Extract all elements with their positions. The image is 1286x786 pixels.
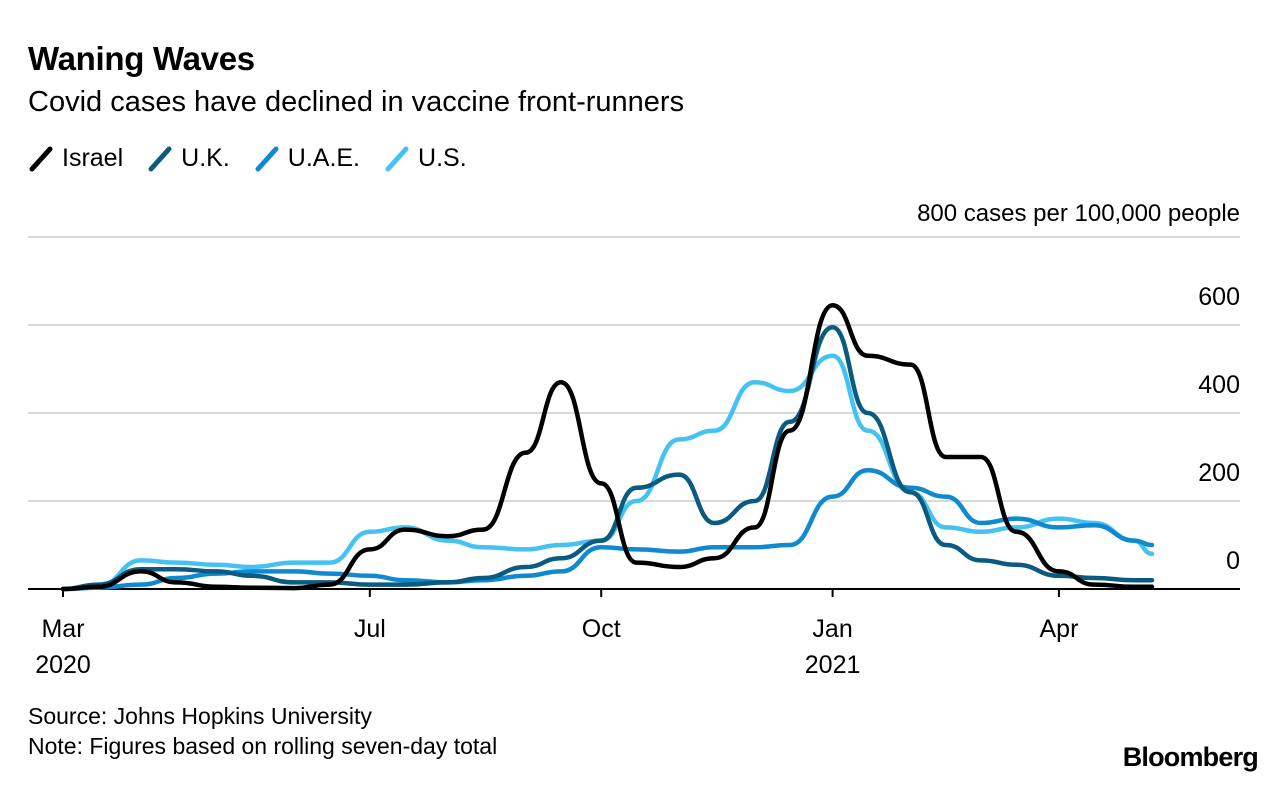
legend: Israel U.K. U.A.E. U.S. <box>28 144 491 173</box>
chart-subtitle: Covid cases have declined in vaccine fro… <box>28 86 685 118</box>
chart-title: Waning Waves <box>28 40 255 77</box>
series-line-uae <box>60 467 1155 592</box>
x-tick-year-2021: 2021 <box>805 651 861 679</box>
legend-swatch-uk <box>148 146 172 171</box>
legend-item-uae: U.A.E. <box>254 144 360 173</box>
legend-label-uae: U.A.E. <box>287 144 361 172</box>
series-line-uk <box>60 324 1155 592</box>
x-tick-label-jan: Jan <box>812 615 852 643</box>
legend-item-uk: U.K. <box>147 144 230 173</box>
legend-label-israel: Israel <box>62 144 124 172</box>
y-tick-label-400: 400 <box>1198 371 1240 399</box>
bloomberg-logo: Bloomberg <box>1122 742 1259 772</box>
x-tick-label-oct: Oct <box>582 615 621 643</box>
legend-item-israel: Israel <box>28 144 123 173</box>
y-tick-label-0: 0 <box>1226 547 1240 575</box>
y-tick-label-600: 600 <box>1198 283 1240 311</box>
x-tick-label-jul: Jul <box>354 615 386 643</box>
legend-label-us: U.S. <box>418 144 467 172</box>
x-tick-label-mar: Mar <box>41 615 84 643</box>
legend-swatch-uae <box>255 146 279 171</box>
series-line-us <box>60 353 1155 592</box>
source-note: Source: Johns Hopkins University <box>28 703 372 729</box>
y-axis-unit-label: 800 cases per 100,000 people <box>917 200 1240 227</box>
legend-swatch-us <box>385 146 409 171</box>
x-tick-year-2020: 2020 <box>35 651 91 679</box>
footnote: Note: Figures based on rolling seven-day… <box>28 733 498 759</box>
y-tick-label-200: 200 <box>1198 459 1240 487</box>
legend-item-us: U.S. <box>384 144 467 173</box>
legend-label-uk: U.K. <box>181 144 230 172</box>
x-tick-label-apr: Apr <box>1039 615 1078 643</box>
legend-swatch-israel <box>29 146 53 171</box>
series-line-israel <box>60 302 1155 592</box>
